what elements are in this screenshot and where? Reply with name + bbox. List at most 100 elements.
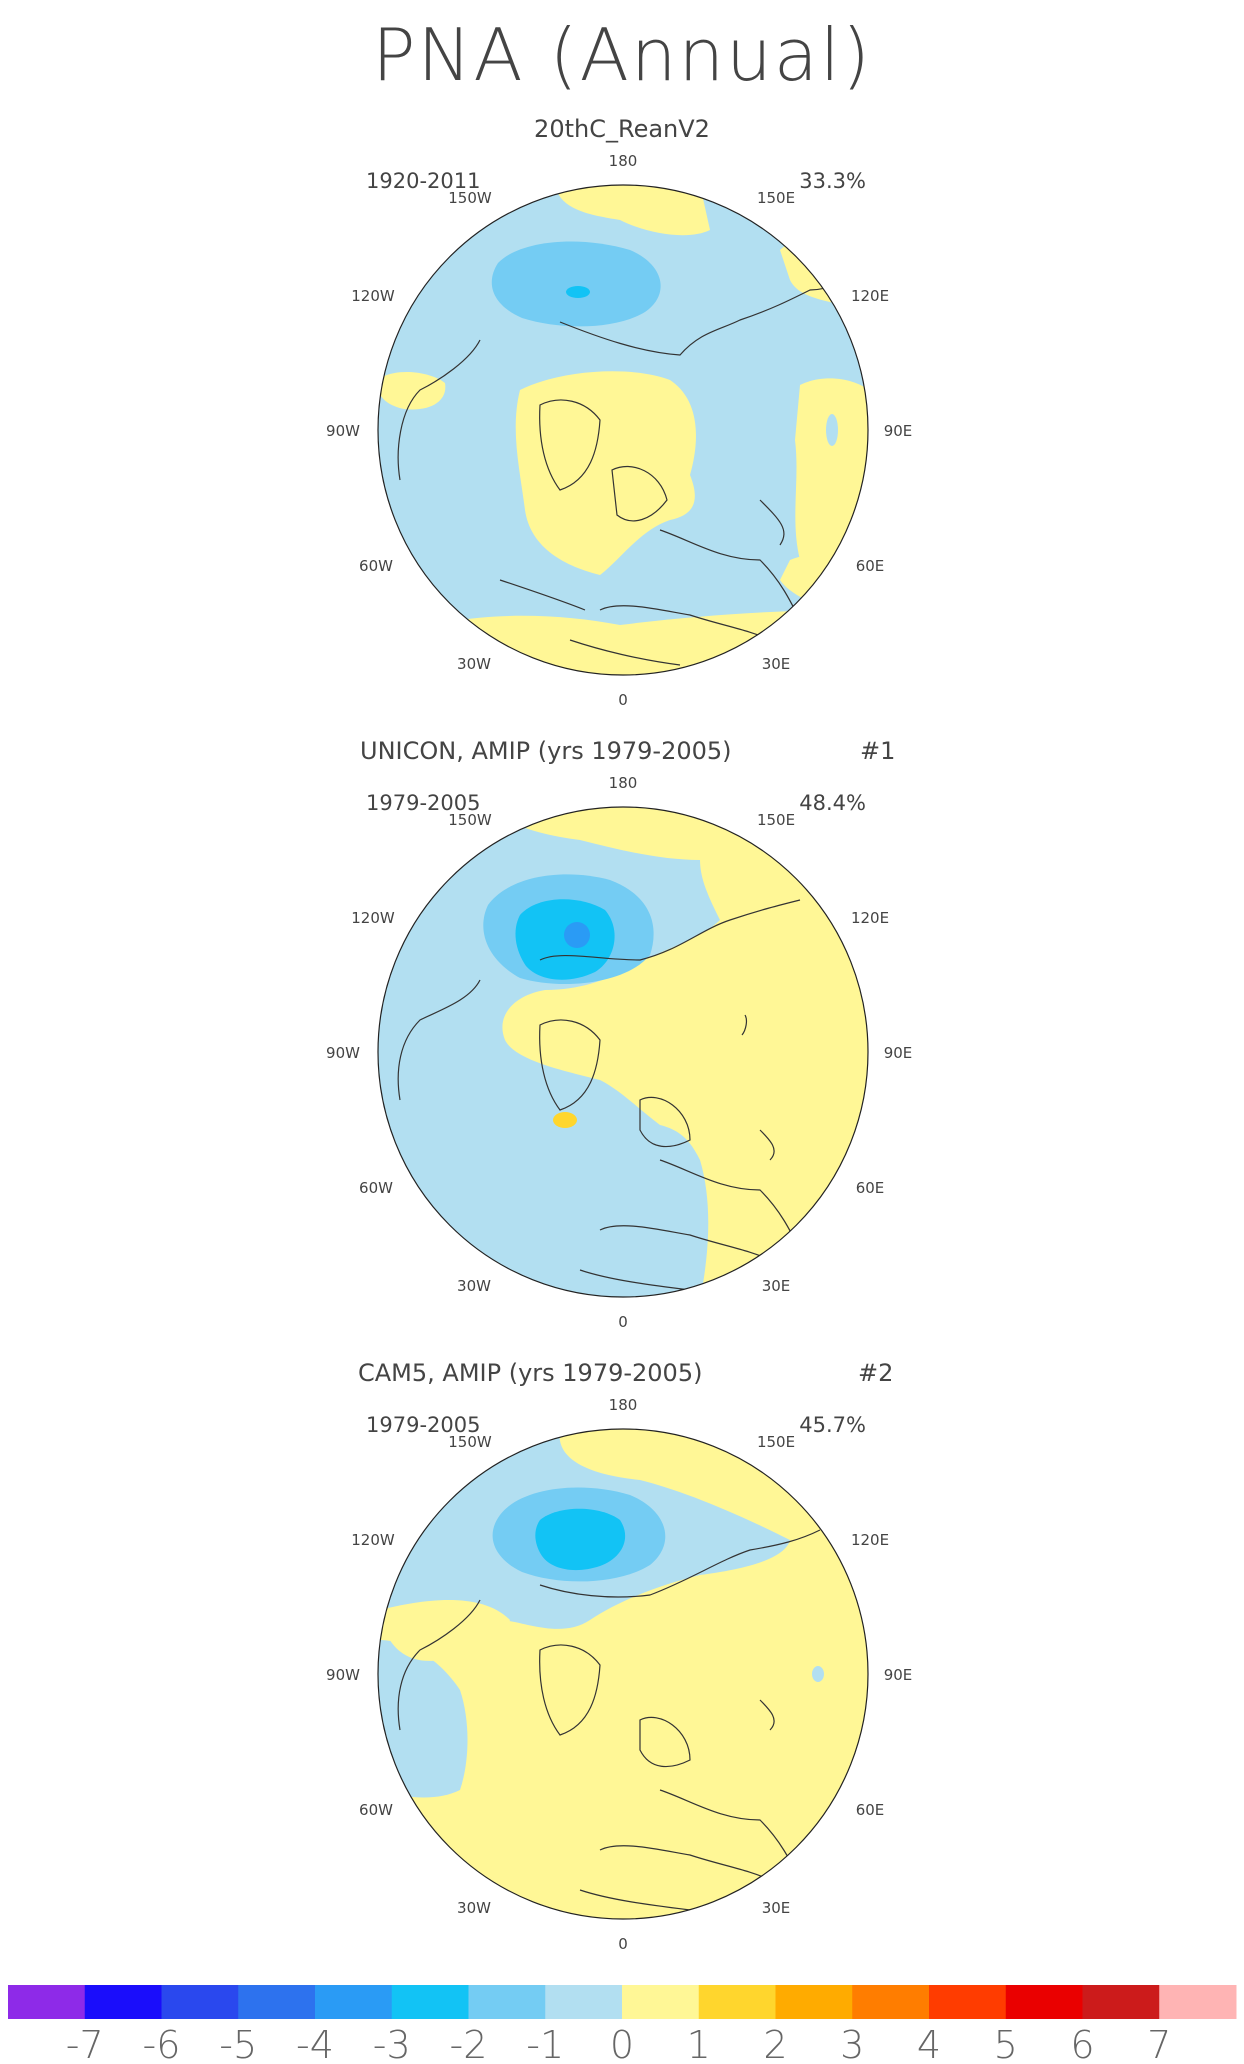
panel-years: 1979-2005	[366, 791, 480, 815]
colorbar-label: 4	[917, 2023, 941, 2064]
longitude-label: 180	[609, 774, 638, 792]
colorbar-label: 1	[687, 2023, 711, 2064]
longitude-label: 0	[618, 691, 628, 709]
positive-region	[515, 371, 696, 575]
colorbar-swatch	[1082, 1985, 1160, 2019]
colorbar-label: 6	[1070, 2023, 1094, 2064]
longitude-label: 180	[609, 152, 638, 170]
colorbar-label: -5	[219, 2023, 257, 2064]
map-panel-20thc-reanv2: 20thC_ReanV2 1920-2011 33.3%	[326, 115, 912, 709]
positive-region	[380, 1600, 510, 1661]
panel-tag: #2	[858, 1359, 893, 1387]
colorbar-swatch	[929, 1985, 1007, 2019]
longitude-label: 30E	[762, 1899, 791, 1917]
map-circle-outline	[377, 806, 869, 1298]
map-panel-cam5: CAM5, AMIP (yrs 1979-2005) #2 1979-2005 …	[326, 1359, 912, 1953]
panel-title: CAM5, AMIP (yrs 1979-2005)	[358, 1359, 702, 1387]
colorbar-swatch	[238, 1985, 316, 2019]
colorbar-swatch	[84, 1985, 162, 2019]
colorbar-swatch	[391, 1985, 469, 2019]
longitude-label: 60E	[856, 1179, 885, 1197]
longitude-label: 60E	[856, 557, 885, 575]
longitude-label: 30W	[457, 655, 491, 673]
longitude-label: 150W	[448, 1433, 492, 1451]
colorbar-swatch	[852, 1985, 930, 2019]
negative-core	[566, 286, 590, 298]
panel-title: 20thC_ReanV2	[534, 115, 710, 143]
longitude-label: 150E	[757, 811, 795, 829]
panel-variance: 48.4%	[799, 791, 866, 815]
longitude-label: 150W	[448, 811, 492, 829]
panel-tag: #1	[860, 737, 895, 765]
colorbar-swatch	[545, 1985, 623, 2019]
panel-variance: 45.7%	[799, 1413, 866, 1437]
longitude-label: 60W	[359, 1801, 393, 1819]
longitude-label: 180	[609, 1396, 638, 1414]
colorbar: -7 -6 -5 -4 -3 -2 -1 0 1 2 3 4 5 6 7	[8, 1985, 1237, 2064]
coastlines	[397, 269, 861, 666]
map-field	[378, 807, 868, 1297]
longitude-label: 120W	[351, 1531, 395, 1549]
colorbar-swatch	[315, 1985, 393, 2019]
colorbar-label: -7	[66, 2023, 104, 2064]
colorbar-label: 0	[610, 2023, 634, 2064]
longitude-label: 30W	[457, 1899, 491, 1917]
longitude-label: 90E	[884, 1044, 913, 1062]
colorbar-label: 5	[994, 2023, 1018, 2064]
longitude-label: 150E	[757, 1433, 795, 1451]
positive-region	[490, 807, 868, 1297]
positive-region	[555, 185, 710, 236]
map-circle-outline	[377, 1428, 869, 1920]
coastlines	[397, 899, 801, 1291]
colorbar-swatch	[1159, 1985, 1237, 2019]
colorbar-swatch	[775, 1985, 853, 2019]
colorbar-label: -1	[526, 2023, 564, 2064]
panel-variance: 33.3%	[799, 169, 866, 193]
positive-spot	[826, 414, 838, 446]
colorbar-label: -3	[373, 2023, 411, 2064]
longitude-label: 90W	[326, 1044, 360, 1062]
panel-years: 1920-2011	[366, 169, 480, 193]
colorbar-label: -4	[296, 2023, 334, 2064]
longitude-label: 120W	[351, 287, 395, 305]
colorbar-label: -6	[143, 2023, 181, 2064]
longitude-label: 150W	[448, 189, 492, 207]
map-panel-unicon: UNICON, AMIP (yrs 1979-2005) #1 1979-200…	[326, 737, 912, 1331]
map-field	[378, 185, 868, 675]
negative-region	[491, 241, 661, 327]
longitude-label: 120W	[351, 909, 395, 927]
longitude-label: 90W	[326, 1666, 360, 1684]
longitude-label: 150E	[757, 189, 795, 207]
longitude-label: 60E	[856, 1801, 885, 1819]
colorbar-label: 7	[1147, 2023, 1171, 2064]
negative-region	[812, 1666, 824, 1682]
longitude-label: 60W	[359, 557, 393, 575]
positive-center	[553, 1112, 577, 1128]
colorbar-label: 2	[763, 2023, 787, 2064]
colorbar-swatch	[8, 1985, 86, 2019]
page-title: PNA (Annual)	[372, 13, 872, 97]
longitude-label: 90E	[884, 1666, 913, 1684]
colorbar-swatch	[1005, 1985, 1083, 2019]
negative-core	[535, 1508, 626, 1571]
panel-years: 1979-2005	[366, 1413, 480, 1437]
longitude-label: 30E	[762, 655, 791, 673]
colorbar-swatch	[468, 1985, 546, 2019]
longitude-label: 0	[618, 1935, 628, 1953]
colorbar-label: 3	[840, 2023, 864, 2064]
longitude-label: 120E	[851, 1531, 889, 1549]
longitude-label: 120E	[851, 909, 889, 927]
panel-title: UNICON, AMIP (yrs 1979-2005)	[360, 737, 732, 765]
longitude-label: 90E	[884, 422, 913, 440]
longitude-label: 60W	[359, 1179, 393, 1197]
colorbar-swatch	[622, 1985, 700, 2019]
colorbar-swatch	[698, 1985, 776, 2019]
longitude-label: 30W	[457, 1277, 491, 1295]
positive-region	[378, 372, 446, 410]
longitude-label: 120E	[851, 287, 889, 305]
longitude-label: 0	[618, 1313, 628, 1331]
negative-region	[378, 1640, 468, 1798]
negative-center	[564, 922, 590, 948]
map-circle-outline	[377, 184, 869, 676]
longitude-label: 30E	[762, 1277, 791, 1295]
